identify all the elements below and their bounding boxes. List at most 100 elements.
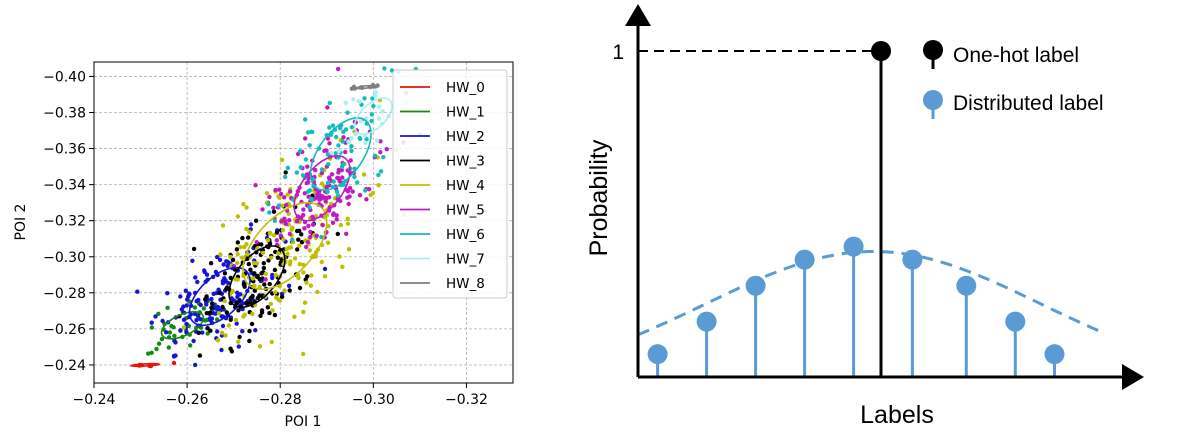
scatter-point <box>192 305 198 310</box>
scatter-point <box>371 103 376 109</box>
scatter-point <box>159 336 165 342</box>
label-diagram: 1 Probability Labels One-hot label Distr… <box>585 4 1144 429</box>
scatter-point <box>250 276 256 281</box>
scatter-point <box>369 118 374 124</box>
scatter-point <box>295 247 300 252</box>
scatter-point <box>193 362 198 368</box>
scatter-point <box>267 194 272 200</box>
legend-label: HW_1 <box>446 105 485 121</box>
scatter-point <box>195 279 200 285</box>
scatter-point <box>351 97 356 102</box>
scatter-point <box>217 257 223 263</box>
scatter-point <box>334 189 340 194</box>
scatter-point <box>165 305 170 310</box>
scatter-point <box>287 189 293 194</box>
scatter-point <box>376 183 381 188</box>
scatter-point <box>289 227 294 232</box>
scatter-point <box>271 233 277 238</box>
scatter-point <box>156 311 161 316</box>
scatter-point <box>287 245 292 250</box>
scatter-point <box>233 277 238 282</box>
scatter-point <box>266 202 271 207</box>
scatter-point <box>239 255 245 260</box>
scatter-point <box>296 237 301 242</box>
scatter-point <box>308 196 314 201</box>
scatter-point <box>253 218 259 223</box>
scatter-point <box>281 237 286 242</box>
scatter-point <box>302 300 308 305</box>
diagram-legend: One-hot label Distributed label <box>923 40 1104 119</box>
scatter-point <box>279 294 285 299</box>
legend-label: HW_3 <box>446 154 485 170</box>
scatter-point <box>270 308 275 313</box>
scatter-point <box>220 278 226 284</box>
cluster-ellipse <box>242 201 328 290</box>
scatter-point <box>201 306 207 311</box>
scatter-point <box>334 134 339 140</box>
scatter-point <box>268 301 273 307</box>
scatter-point <box>381 155 386 160</box>
scatter-point <box>335 231 340 237</box>
legend-label: HW_5 <box>446 203 485 219</box>
scatter-point <box>363 140 368 146</box>
scatter-point <box>249 321 255 327</box>
distributed-marker <box>1044 344 1065 365</box>
scatter-point <box>252 271 257 276</box>
scatter-point <box>308 283 313 288</box>
scatter-point <box>297 149 303 154</box>
scatter-point <box>244 205 249 210</box>
scatter-point <box>297 261 302 267</box>
y-ticks: −0.24 −0.26 −0.28 −0.30 −0.32 −0.34 −0.36 −0.38… <box>43 69 94 374</box>
scatter-point <box>315 289 320 295</box>
distributed-marker <box>696 311 717 332</box>
scatter-point <box>361 172 367 177</box>
scatter-point <box>300 173 306 178</box>
scatter-point <box>268 255 274 260</box>
x-ticks: −0.24 −0.26 −0.28 −0.30 −0.32 <box>73 383 488 408</box>
scatter-point <box>299 240 305 245</box>
scatter-point <box>257 276 262 282</box>
scatter-point <box>178 294 183 299</box>
legend-label: HW_6 <box>446 227 485 243</box>
scatter-point <box>313 167 318 173</box>
scatter-point <box>202 269 207 275</box>
scatter-point <box>378 150 383 155</box>
scatter-point <box>181 325 187 330</box>
scatter-point <box>294 219 300 224</box>
scatter-point <box>237 334 242 340</box>
scatter-point <box>309 273 314 278</box>
x-tick-label: −0.30 <box>352 392 395 408</box>
scatter-point <box>208 261 214 266</box>
cluster-ellipse <box>188 266 251 327</box>
x-tick-label: −0.28 <box>259 392 302 408</box>
scatter-point <box>234 301 239 306</box>
scatter-point <box>271 205 276 210</box>
scatter-point <box>224 259 229 264</box>
scatter-point <box>235 294 240 300</box>
scatter-point <box>273 187 278 193</box>
distributed-marker <box>956 275 977 296</box>
scatter-point <box>238 245 243 250</box>
scatter-point <box>336 170 341 175</box>
scatter-point <box>364 197 369 202</box>
scatter-point <box>221 262 226 267</box>
scatter-point <box>255 273 260 279</box>
scatter-point <box>271 209 277 214</box>
scatter-point <box>337 254 342 259</box>
scatter-point <box>352 174 357 180</box>
scatter-point <box>248 295 253 301</box>
scatter-point <box>307 205 312 210</box>
legend-label: HW_2 <box>446 129 485 145</box>
scatter-point <box>326 180 331 185</box>
x-tick-label: −0.24 <box>73 392 116 408</box>
scatter-point <box>194 318 199 323</box>
scatter-point <box>287 288 292 293</box>
scatter-point <box>334 217 339 222</box>
scatter-point <box>172 333 177 338</box>
scatter-point <box>364 137 369 142</box>
scatter-point <box>292 256 298 261</box>
scatter-point <box>253 328 258 333</box>
scatter-point <box>264 191 270 196</box>
scatter-point <box>179 307 184 312</box>
scatter-point <box>346 247 352 252</box>
